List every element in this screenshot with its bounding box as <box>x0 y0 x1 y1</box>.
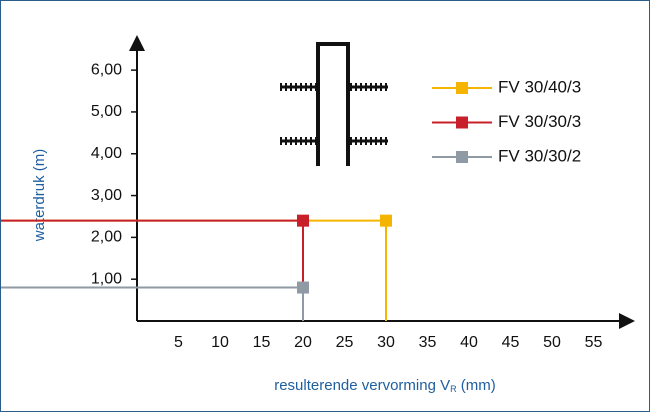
marker <box>297 281 309 294</box>
marker <box>297 214 309 227</box>
legend-marker <box>456 116 468 129</box>
x-tick-label: 35 <box>419 334 437 351</box>
y-tick-label: 5,00 <box>91 103 122 120</box>
x-tick-label: 50 <box>543 334 561 351</box>
y-tick-label: 6,00 <box>91 61 122 78</box>
x-tick-label: 15 <box>253 334 271 351</box>
legend-label: FV 30/40/3 <box>498 77 581 96</box>
x-tick-label: 20 <box>294 334 312 351</box>
legend-marker <box>456 82 468 94</box>
x-axis-title: resulterende vervorming VR (mm) <box>274 377 496 394</box>
x-arrow <box>619 313 635 329</box>
legend-marker <box>456 151 468 163</box>
legend-label: FV 30/30/2 <box>498 146 581 165</box>
x-tick-label: 40 <box>460 334 478 351</box>
x-tick-label: 25 <box>336 334 354 351</box>
x-tick-label: 30 <box>377 334 395 351</box>
y-arrow <box>129 35 145 51</box>
profile-icon <box>268 35 392 168</box>
legend-label: FV 30/30/3 <box>498 112 581 131</box>
y-tick-label: 3,00 <box>91 187 122 204</box>
y-tick-label: 4,00 <box>91 145 122 162</box>
y-tick-label: 2,00 <box>91 229 122 246</box>
y-axis-title: waterdruk (m) <box>31 149 48 243</box>
y-tick-label: 1,00 <box>91 270 122 287</box>
x-tick-label: 55 <box>585 334 603 351</box>
marker <box>380 214 392 227</box>
x-tick-label: 45 <box>502 334 520 351</box>
x-tick-label: 5 <box>174 334 183 351</box>
x-tick-label: 10 <box>211 334 229 351</box>
